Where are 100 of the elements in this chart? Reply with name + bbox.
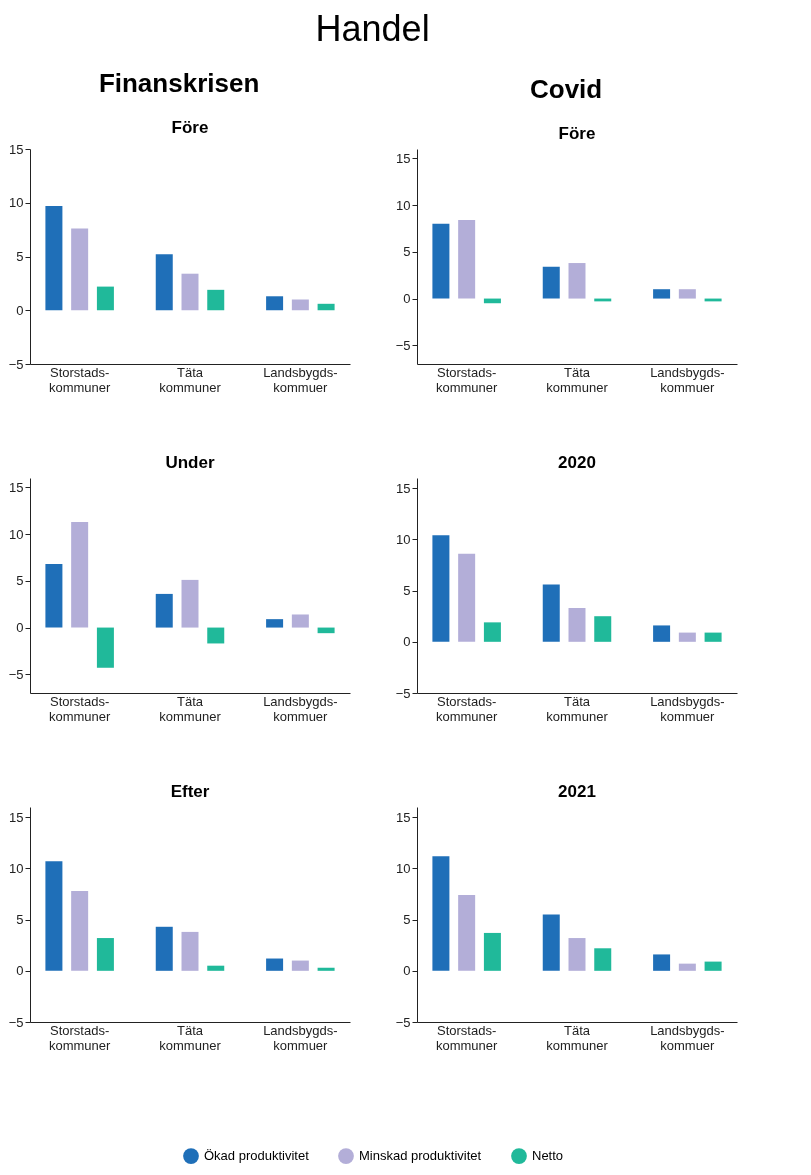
x-tick-label: Landsbygds-kommuer: [263, 1022, 338, 1053]
x-tick-label: Landsbygds-kommuer: [263, 364, 338, 395]
x-tick-label: Täta kommuner: [546, 1022, 609, 1053]
y-tick-label: 15: [396, 809, 411, 825]
bar: [266, 619, 284, 628]
chart-title: 2020: [558, 453, 596, 472]
bar: [71, 890, 89, 971]
y-tick-label: 0: [403, 963, 411, 979]
bar: [568, 608, 586, 642]
y-tick-label: 10: [9, 860, 24, 876]
bar: [45, 205, 63, 311]
y-tick-label: −5: [395, 685, 411, 701]
y-tick-label: −5: [395, 1014, 411, 1030]
bar: [678, 632, 696, 642]
bar: [678, 289, 696, 299]
bar: [542, 266, 560, 299]
x-tick-label: Storstads-kommuner: [435, 1022, 499, 1053]
y-tick-label: −5: [8, 1014, 24, 1030]
bar: [45, 564, 63, 628]
x-tick-label: Storstads-kommuner: [435, 693, 499, 724]
y-tick-label: 0: [16, 620, 24, 636]
bar: [458, 895, 476, 971]
bar: [207, 627, 225, 644]
y-tick-label: 0: [403, 634, 411, 650]
y-tick-label: 5: [16, 249, 24, 264]
bar: [207, 965, 225, 971]
legend-label: Netto: [532, 1148, 564, 1164]
bar: [291, 960, 309, 971]
bar: [483, 932, 501, 971]
bar: [96, 286, 114, 311]
bar: [653, 625, 671, 642]
bar: [155, 926, 173, 971]
y-tick-label: −5: [8, 356, 24, 372]
y-tick-label: 0: [403, 291, 411, 307]
bar: [181, 273, 199, 311]
bar: [96, 627, 114, 668]
y-tick-label: 5: [403, 583, 411, 599]
bar: [483, 622, 501, 642]
x-tick-label: Landsbygds-kommuer: [650, 364, 725, 395]
y-tick-label: 5: [403, 912, 411, 928]
y-tick-label: 10: [396, 531, 411, 547]
bar: [653, 289, 671, 299]
bar: [542, 914, 560, 971]
y-tick-label: 15: [9, 141, 24, 157]
x-tick-label: Täta kommuner: [159, 364, 222, 395]
x-tick-label: Storstads-kommuner: [435, 364, 499, 395]
text: Finanskrisen: [98, 68, 260, 98]
chart-title: Efter: [170, 782, 210, 801]
bar: [96, 938, 114, 971]
text: Handel: [315, 8, 430, 49]
bar: [704, 961, 722, 971]
chart-title: Före: [171, 118, 209, 137]
bar: [317, 967, 335, 971]
bar: [155, 593, 173, 628]
legend-label: Minskad produktivitet: [359, 1148, 482, 1164]
bar: [207, 289, 225, 311]
chart-title: Före: [558, 124, 596, 143]
bar: [594, 616, 612, 642]
y-tick-label: 10: [9, 526, 24, 542]
bar: [291, 614, 309, 628]
x-tick-label: Storstads-kommuner: [48, 1022, 112, 1053]
bar: [568, 938, 586, 971]
x-tick-label: Täta kommuner: [546, 693, 609, 724]
chart-title: Under: [165, 453, 215, 472]
y-tick-label: 5: [16, 912, 24, 928]
bar: [432, 223, 450, 299]
x-tick-label: Storstads-kommuner: [48, 364, 112, 395]
bar: [568, 263, 586, 299]
y-tick-label: 10: [396, 860, 411, 876]
chart-title: 2021: [558, 782, 596, 801]
bar: [594, 948, 612, 971]
x-tick-label: Landsbygds-kommuer: [650, 1022, 725, 1053]
y-tick-label: 5: [16, 573, 24, 589]
y-tick-label: 10: [396, 197, 411, 213]
x-tick-label: Landsbygds-kommuer: [263, 693, 338, 724]
y-tick-label: 15: [396, 150, 411, 166]
x-tick-label: Täta kommuner: [159, 693, 222, 724]
bar: [266, 958, 284, 971]
y-tick-label: 15: [396, 480, 411, 496]
y-tick-label: 10: [9, 195, 24, 211]
y-tick-label: 0: [16, 302, 24, 318]
y-tick-label: −5: [8, 666, 24, 682]
bar: [678, 963, 696, 971]
y-tick-label: 0: [16, 963, 24, 979]
bar: [458, 220, 476, 299]
bar: [542, 584, 560, 642]
bar: [458, 553, 476, 642]
legend-label: Ökad produktivitet: [204, 1148, 310, 1164]
y-tick-label: −5: [395, 337, 411, 353]
bar: [155, 254, 173, 311]
y-tick-label: 15: [9, 479, 24, 495]
y-tick-label: 5: [403, 244, 411, 260]
bar: [181, 579, 199, 628]
bar: [432, 535, 450, 642]
x-tick-label: Landsbygds-kommuer: [650, 693, 725, 724]
bar: [432, 856, 450, 971]
bar: [71, 521, 89, 628]
bar: [317, 303, 335, 311]
bar: [653, 954, 671, 971]
y-tick-label: 15: [9, 809, 24, 825]
